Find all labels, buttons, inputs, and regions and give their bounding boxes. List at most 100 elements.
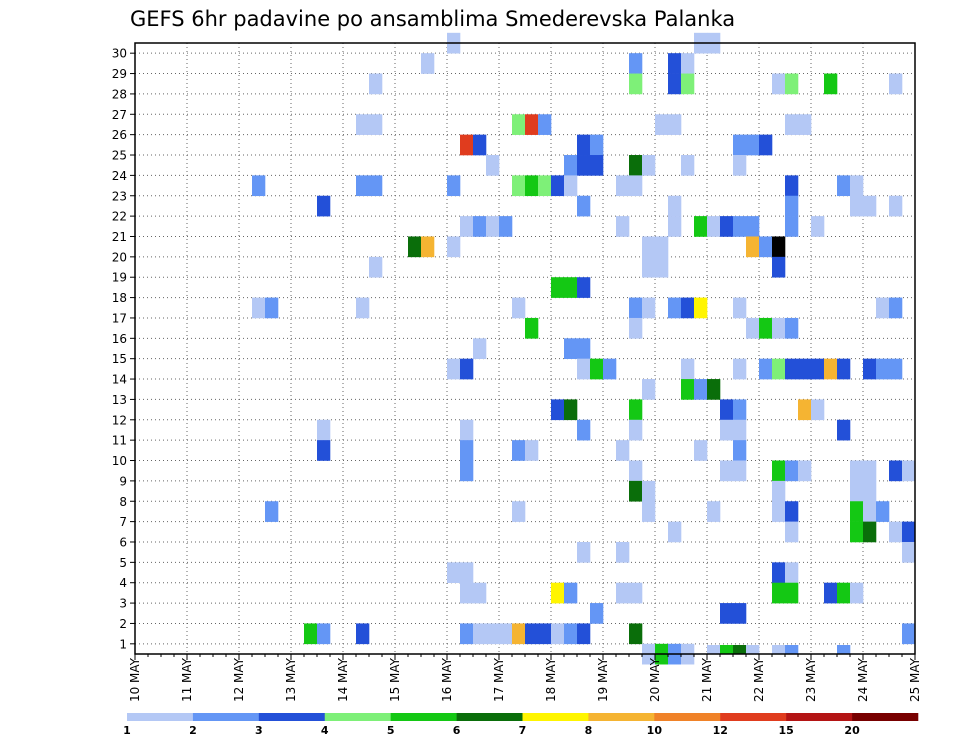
heatmap-cell <box>824 73 838 95</box>
x-tick-label: 10 MAY <box>128 657 142 702</box>
heatmap-cell <box>694 216 708 237</box>
chart-title: GEFS 6hr padavine po ansamblima Smederev… <box>130 7 735 31</box>
heatmap-cell <box>772 582 786 604</box>
heatmap-cell <box>460 460 474 482</box>
heatmap-cell <box>629 73 643 95</box>
heatmap-cell <box>447 358 461 380</box>
x-tick-label: 23 MAY <box>804 657 818 702</box>
colorbar-label: 12 <box>713 724 728 737</box>
heatmap-cell <box>798 114 812 135</box>
heatmap-cell <box>746 317 760 339</box>
heatmap-cell <box>317 623 331 645</box>
heatmap-cell <box>863 480 877 502</box>
heatmap-cell <box>421 53 435 74</box>
heatmap-cell <box>785 501 799 522</box>
heatmap-cell <box>577 358 591 380</box>
heatmap-cell <box>785 195 799 217</box>
heatmap-cell <box>668 297 682 319</box>
heatmap-cell <box>460 623 474 645</box>
heatmap-cell <box>876 358 890 380</box>
heatmap-cell <box>551 582 565 604</box>
y-tick-label: 25 <box>112 149 127 163</box>
heatmap-cell <box>538 175 552 197</box>
heatmap-cell <box>356 175 370 197</box>
heatmap-cell <box>447 175 461 197</box>
x-tick-label: 19 MAY <box>596 657 610 702</box>
heatmap-cell <box>707 216 721 237</box>
heatmap-cell <box>538 114 552 135</box>
heatmap-cell <box>551 175 565 197</box>
heatmap-cell <box>668 114 682 135</box>
colorbar-label: 7 <box>519 724 527 737</box>
colorbar-swatch <box>127 713 194 721</box>
x-tick-label: 13 MAY <box>284 657 298 702</box>
heatmap-cell <box>629 317 643 339</box>
heatmap-cell <box>733 134 747 156</box>
y-tick-label: 19 <box>112 271 127 285</box>
heatmap-cell <box>733 440 747 461</box>
heatmap-cell <box>460 440 474 461</box>
heatmap-cell <box>460 562 474 584</box>
y-tick-label: 14 <box>112 373 127 387</box>
heatmap-cell <box>876 297 890 319</box>
heatmap-cell <box>512 297 526 319</box>
heatmap-cell <box>499 623 513 645</box>
heatmap-cell <box>759 358 773 380</box>
heatmap-cell <box>460 582 474 604</box>
colorbar-swatch <box>588 713 655 721</box>
colorbar-legend: 1 2 3 4 5 6 7 8 10 12 15 20 <box>123 713 919 737</box>
heatmap-cell <box>785 175 799 197</box>
heatmap-cell <box>785 582 799 604</box>
heatmap-cell <box>642 501 656 522</box>
heatmap-cell <box>525 114 539 135</box>
heatmap-cell <box>356 623 370 645</box>
heatmap-cell <box>811 399 825 421</box>
y-tick-label: 9 <box>119 474 127 488</box>
y-tick-label: 3 <box>119 597 127 611</box>
heatmap-cell <box>785 460 799 482</box>
heatmap-cell <box>616 541 630 563</box>
y-tick-label: 15 <box>112 352 127 366</box>
heatmap-cell <box>720 460 734 482</box>
heatmap-cell <box>317 419 331 441</box>
heatmap-cell <box>369 256 383 278</box>
heatmap-cell <box>733 216 747 237</box>
heatmap-cell <box>746 236 760 258</box>
heatmap-cell <box>772 501 786 522</box>
x-tick-label: 16 MAY <box>440 657 454 702</box>
heatmap-cell <box>629 297 643 319</box>
heatmap-cell <box>473 338 487 359</box>
heatmap-cell <box>772 358 786 380</box>
heatmap-cell <box>356 114 370 135</box>
heatmap-cell <box>252 175 266 197</box>
heatmap-cell <box>902 521 916 543</box>
heatmap-cell <box>564 175 578 197</box>
heatmap-cell <box>889 297 903 319</box>
heatmap-cell <box>798 399 812 421</box>
heatmap-cell <box>512 501 526 522</box>
colorbar-swatch <box>192 713 260 721</box>
heatmap-cell <box>499 216 513 237</box>
heatmap-cell <box>720 399 734 421</box>
y-tick-label: 10 <box>112 454 127 468</box>
heatmap-cell <box>772 562 786 584</box>
heatmap-cell <box>850 460 864 482</box>
heatmap-cell <box>694 440 708 461</box>
colorbar-label: 3 <box>255 724 263 737</box>
heatmap-cell <box>629 582 643 604</box>
colorbar-swatch <box>390 713 457 721</box>
x-tick-label: 18 MAY <box>544 657 558 702</box>
heatmap-cell <box>629 460 643 482</box>
colorbar-label: 8 <box>585 724 593 737</box>
below-axis-cell <box>707 645 721 654</box>
heatmap-cell <box>863 460 877 482</box>
heatmap-cell <box>629 175 643 197</box>
colorbar-label: 2 <box>189 724 197 737</box>
heatmap-cell <box>590 603 604 624</box>
y-tick-label: 17 <box>112 311 127 325</box>
heatmap-cell <box>473 623 487 645</box>
heatmap-cell <box>850 501 864 522</box>
heatmap-cell <box>616 582 630 604</box>
colorbar-label: 20 <box>844 724 860 737</box>
heatmap-cell <box>798 460 812 482</box>
